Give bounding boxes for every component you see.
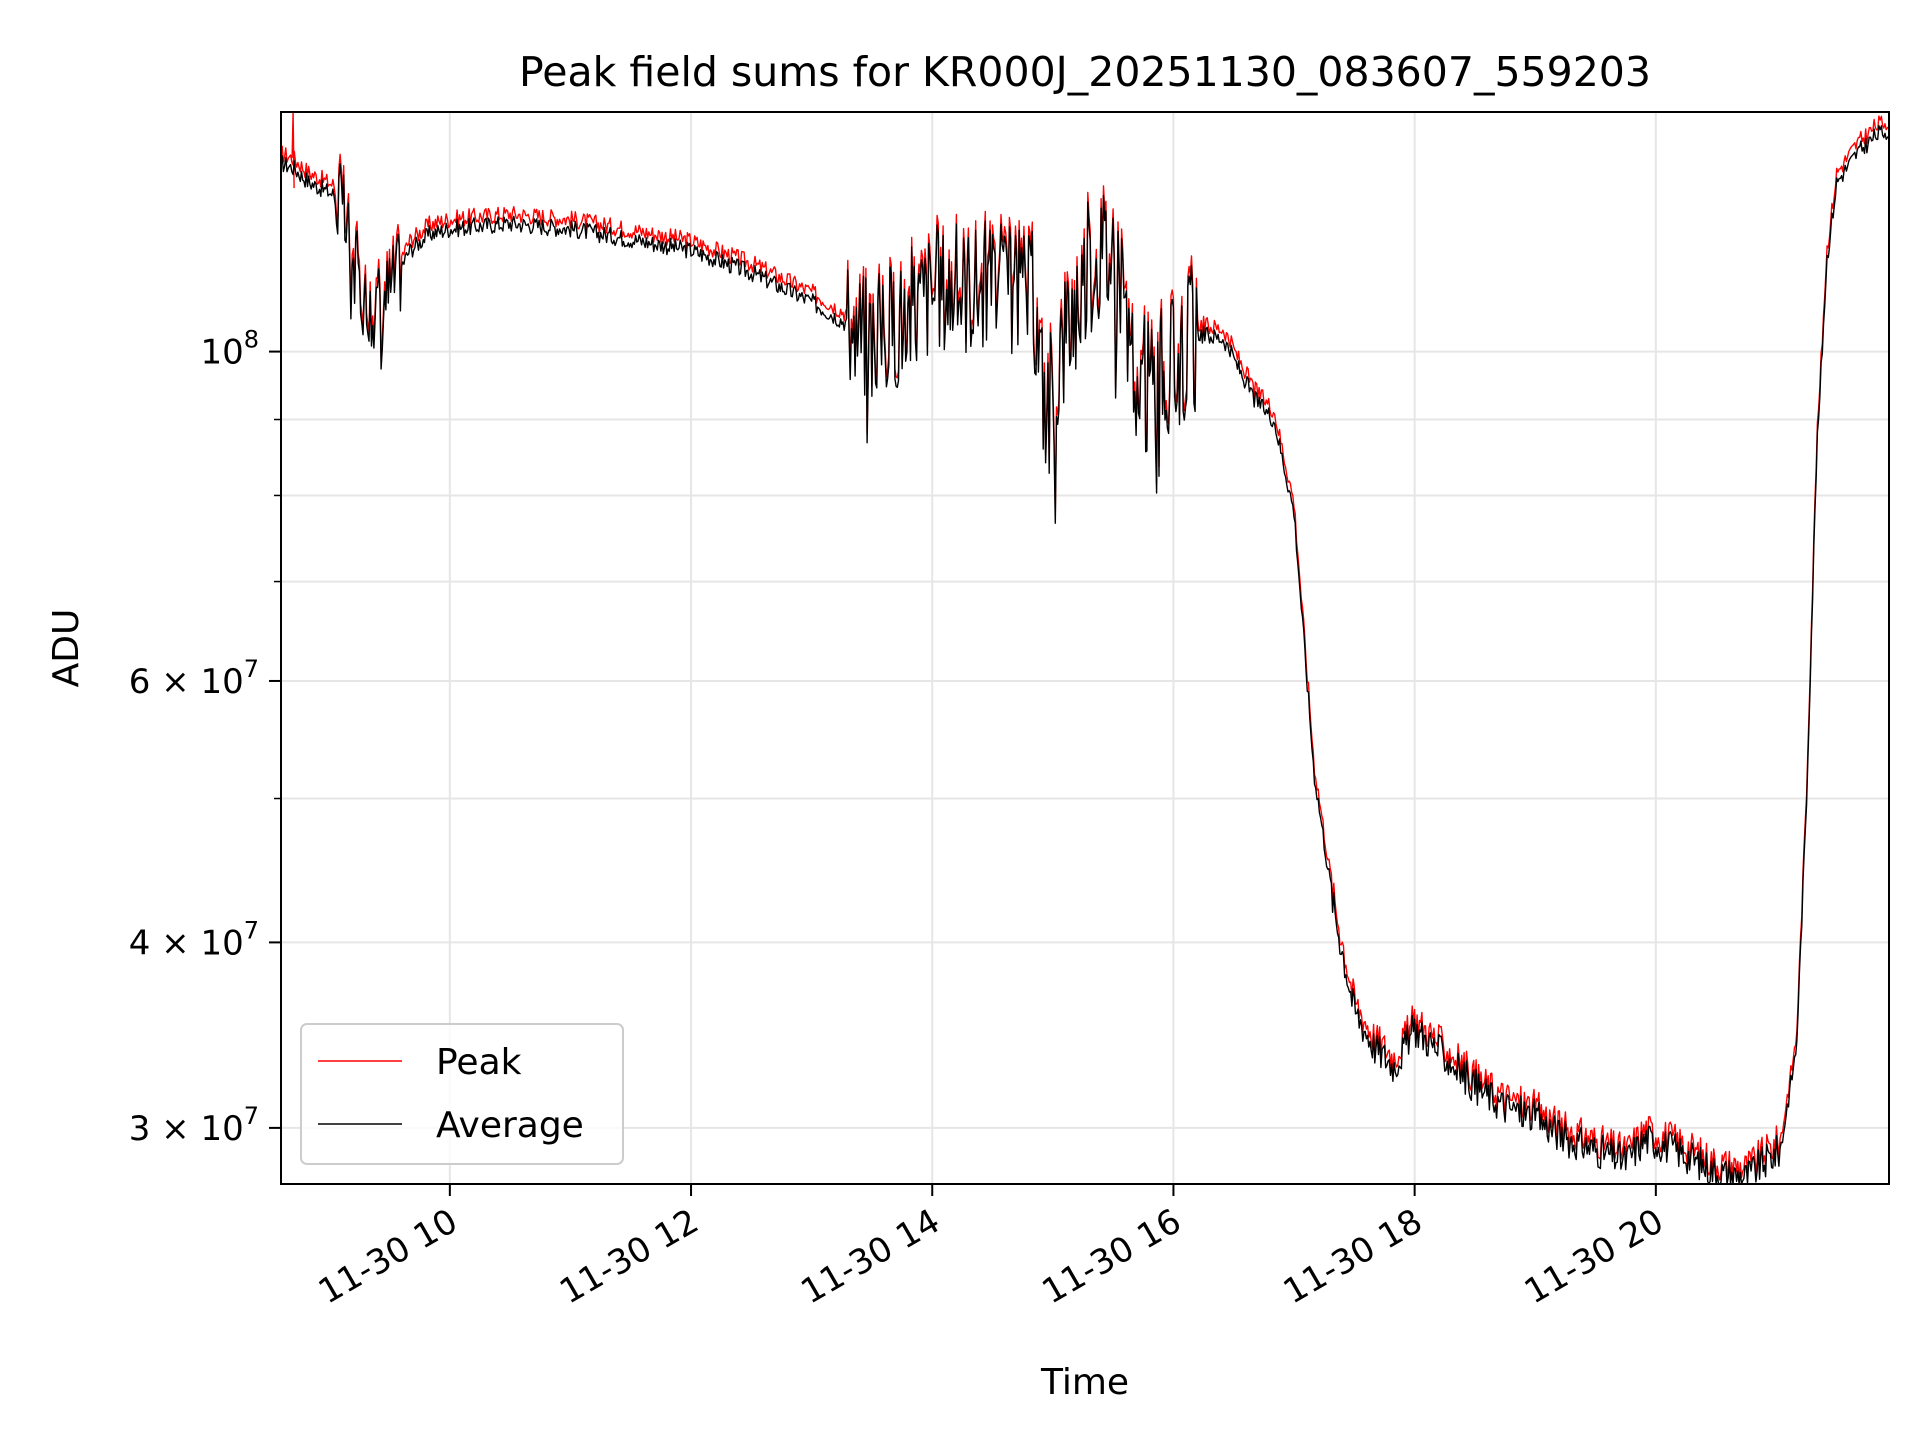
y-tick-label: 6 × 107 [129, 655, 259, 702]
legend-label-average: Average [436, 1105, 584, 1146]
plot-frame [280, 111, 1890, 1185]
x-axis-label: Time [1040, 1362, 1129, 1403]
y-axis: 3 × 107 4 × 107 6 × 107 108 [129, 326, 281, 1149]
series-line-average [281, 125, 1890, 1185]
y-tick-label: 3 × 107 [129, 1102, 259, 1149]
legend-box [300, 1023, 624, 1165]
legend: Peak Average [300, 1023, 624, 1165]
legend-label-peak: Peak [436, 1042, 522, 1083]
chart-title: Peak field sums for KR000J_20251130_0836… [519, 48, 1651, 96]
y-axis-label: ADU [46, 609, 87, 688]
y-tick-label: 4 × 107 [129, 916, 259, 963]
y-tick-label: 108 [200, 326, 259, 373]
